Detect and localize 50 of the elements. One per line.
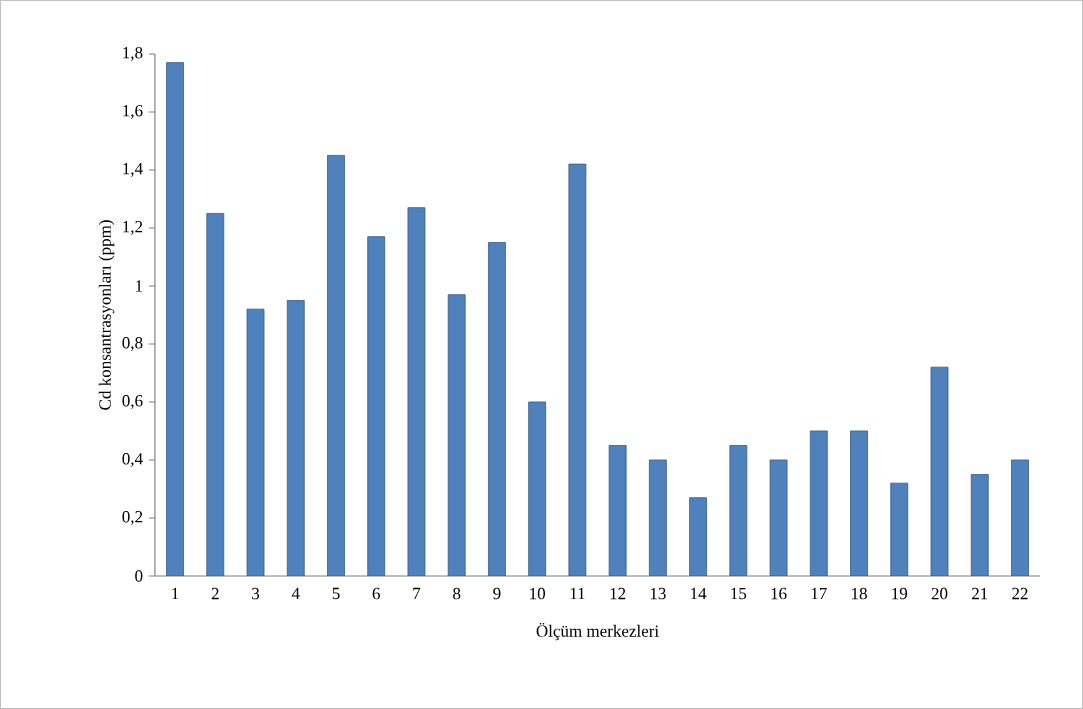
x-tick-label: 11 bbox=[570, 587, 585, 600]
bar bbox=[648, 459, 667, 577]
y-tick-label: 0,4 bbox=[122, 453, 143, 467]
x-tick-label: 1 bbox=[172, 587, 179, 600]
x-tick-label: 13 bbox=[650, 587, 666, 600]
x-tick-label: 3 bbox=[252, 587, 260, 600]
bar bbox=[850, 430, 868, 577]
bar bbox=[970, 474, 989, 577]
bar bbox=[166, 62, 184, 577]
x-tick-label: 8 bbox=[453, 587, 461, 600]
y-tick-label: 1,6 bbox=[123, 105, 143, 119]
x-tick-label: 17 bbox=[811, 587, 827, 600]
x-tick-label: 19 bbox=[892, 587, 908, 600]
bar bbox=[286, 300, 305, 577]
y-tick-label: 0,8 bbox=[122, 337, 143, 351]
bar bbox=[367, 236, 386, 577]
bar bbox=[327, 155, 345, 577]
bar bbox=[890, 482, 909, 577]
y-tick-label: 1,4 bbox=[123, 163, 143, 177]
y-tick-label: 0,2 bbox=[122, 511, 143, 525]
x-tick-label: 14 bbox=[691, 587, 707, 600]
bar bbox=[1011, 459, 1029, 577]
x-tick-label: 4 bbox=[291, 587, 300, 600]
bar bbox=[729, 445, 748, 577]
x-tick-label: 15 bbox=[731, 587, 747, 600]
bar bbox=[689, 497, 708, 577]
y-tick-label: 0 bbox=[135, 570, 143, 582]
x-tick-label: 10 bbox=[530, 587, 546, 600]
x-tick-label: 7 bbox=[413, 587, 421, 600]
x-tick-label: 9 bbox=[493, 587, 501, 600]
y-tick-label: 1,2 bbox=[123, 221, 143, 235]
x-tick-label: 2 bbox=[211, 587, 219, 600]
bar bbox=[206, 213, 225, 577]
x-axis-title: Ölçüm merkezleri bbox=[536, 622, 659, 641]
bar bbox=[488, 242, 506, 577]
y-tick-label: 1 bbox=[136, 280, 143, 292]
x-tick-label: 12 bbox=[610, 587, 626, 600]
bar bbox=[809, 430, 828, 577]
bar bbox=[528, 401, 547, 577]
y-tick-label: 0,6 bbox=[122, 395, 143, 409]
x-tick-label: 6 bbox=[372, 587, 380, 600]
x-tick-label: 21 bbox=[972, 587, 988, 600]
bar bbox=[447, 294, 466, 577]
x-tick-label: 16 bbox=[771, 587, 787, 600]
y-axis-title: Cd konsantrasyonları (ppm) bbox=[98, 220, 115, 410]
y-tick-label: 1,8 bbox=[123, 46, 143, 61]
x-tick-label: 18 bbox=[852, 587, 867, 600]
x-tick-label: 20 bbox=[931, 587, 948, 600]
x-tick-label: 22 bbox=[1012, 587, 1028, 600]
x-tick-label: 5 bbox=[332, 587, 340, 600]
